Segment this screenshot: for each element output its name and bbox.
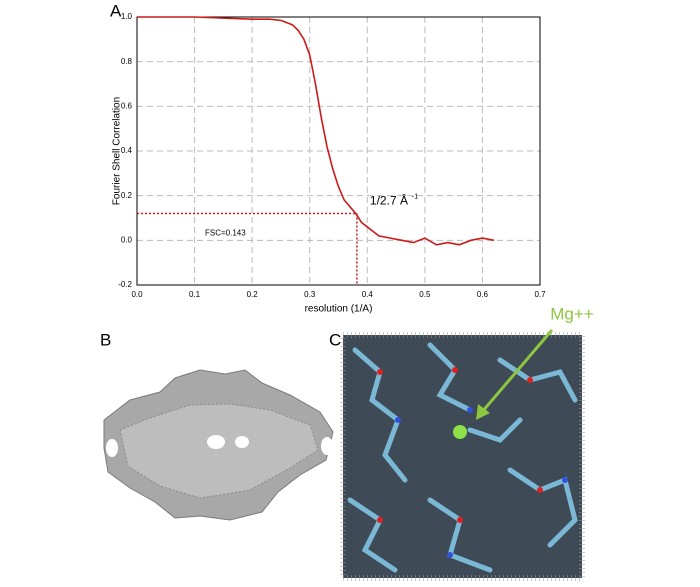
y-tick-label: 0.8	[121, 57, 133, 66]
y-tick-label: 0.0	[121, 235, 133, 244]
panel-label: A	[110, 1, 122, 20]
fsc-curve	[137, 16, 495, 246]
x-tick-label: 0.7	[534, 290, 546, 299]
x-tick-label: 0.5	[419, 290, 431, 299]
x-tick-label: 0.3	[304, 290, 316, 299]
y-tick-label: 0.2	[121, 191, 133, 200]
y-tick-label: 1.0	[121, 12, 133, 21]
x-tick-label: 0.0	[131, 290, 143, 299]
atomic-model	[340, 329, 585, 581]
panel-label: C	[329, 330, 341, 349]
y-tick-label: 0.6	[121, 101, 133, 110]
x-axis-label: resolution (1/A)	[305, 304, 373, 315]
plot-frame	[136, 16, 541, 286]
density-map	[103, 369, 334, 521]
y-tick-label: -0.2	[118, 280, 132, 289]
annotation: FSC=0.143	[205, 229, 246, 238]
panel-label: B	[100, 330, 111, 349]
x-tick-label: 0.1	[189, 290, 201, 299]
x-tick-label: 0.2	[247, 290, 259, 299]
annotation-exponent: -1	[412, 193, 418, 200]
fsc-chart: 0.0 0.1 0.2 0.3 0.4 0.5 0.6 0.7-0.20.00.20.40.6…	[112, 12, 546, 315]
y-tick-label: 0.4	[121, 146, 133, 155]
y-axis-label: Fourier Shell Correlation	[112, 97, 123, 205]
annotation: 1/2.7 Å	[370, 193, 408, 208]
x-tick-label: 0.6	[477, 290, 489, 299]
x-tick-label: 0.4	[362, 290, 374, 299]
callout-label: Mg++	[550, 304, 594, 323]
